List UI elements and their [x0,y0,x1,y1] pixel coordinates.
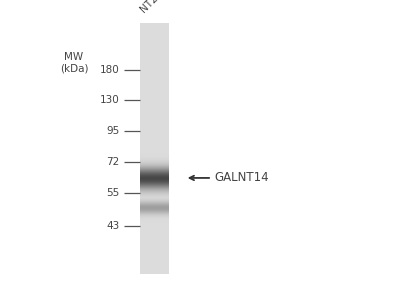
Text: 43: 43 [106,221,120,231]
Text: MW
(kDa): MW (kDa) [60,52,88,74]
Text: NT2D1: NT2D1 [138,0,170,15]
Text: 130: 130 [100,95,120,104]
Text: 72: 72 [106,157,120,167]
Text: 55: 55 [106,189,120,198]
Text: GALNT14: GALNT14 [214,171,269,184]
Text: 180: 180 [100,65,120,74]
Text: 95: 95 [106,126,120,136]
